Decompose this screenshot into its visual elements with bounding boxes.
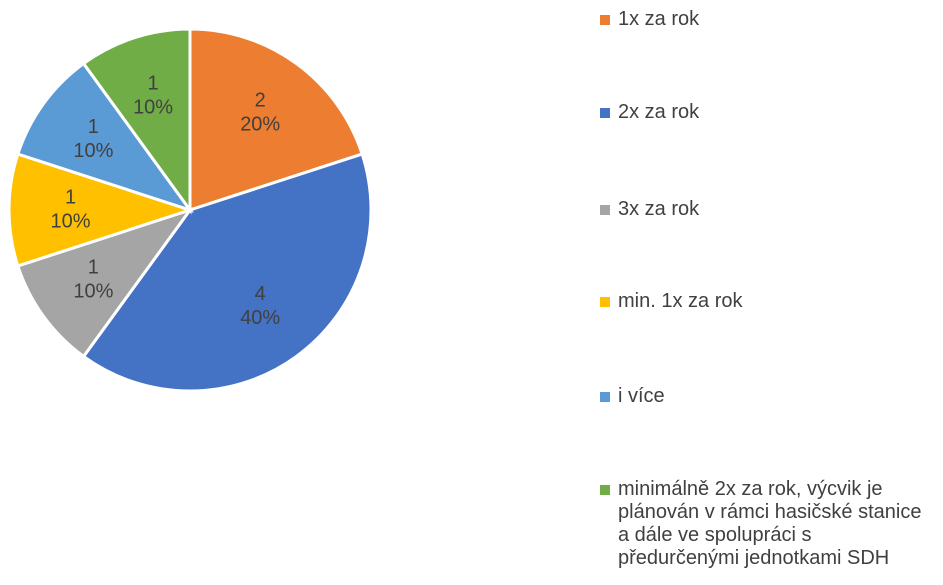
data-label: 1: [88, 116, 99, 138]
pie-slice: [15, 207, 194, 359]
percent-label: 10%: [73, 280, 113, 302]
legend-swatch: [600, 297, 610, 307]
legend-label: minimálně 2x za rok, výcvik je plánován …: [618, 478, 922, 569]
pie-slice: [15, 61, 194, 213]
percent-label: 10%: [73, 140, 113, 162]
data-label: 2: [255, 90, 266, 112]
percent-label: 20%: [240, 114, 280, 136]
legend-label: min. 1x za rok: [618, 290, 743, 312]
legend-swatch: [600, 205, 610, 215]
percent-label: 10%: [133, 97, 173, 119]
legend-label: 2x za rok: [618, 101, 700, 123]
pie-slice: [7, 152, 195, 268]
data-label: 1: [88, 256, 99, 278]
legend-entry: min. 1x za rok: [600, 290, 935, 313]
percent-label: 40%: [240, 307, 280, 329]
legend-swatch: [600, 392, 610, 402]
data-label: 4: [255, 283, 266, 305]
pie-slice: [188, 27, 365, 213]
pie-slice: [81, 152, 373, 393]
data-label: 1: [65, 186, 76, 208]
legend-entry: minimálně 2x za rok, výcvik je plánován …: [600, 478, 935, 570]
legend-swatch: [600, 15, 610, 25]
legend-entry: 3x za rok: [600, 198, 935, 221]
legend-label: 3x za rok: [618, 198, 700, 220]
legend-entry: 1x za rok: [600, 8, 935, 31]
legend-label: i více: [618, 385, 665, 407]
legend-entry: 2x za rok: [600, 101, 935, 124]
percent-label: 10%: [51, 210, 91, 232]
data-label: 1: [148, 73, 159, 95]
legend-swatch: [600, 108, 610, 118]
legend-entry: i více: [600, 385, 935, 408]
legend-swatch: [600, 485, 610, 495]
legend-label: 1x za rok: [618, 8, 700, 30]
pie-slice: [81, 27, 192, 215]
chart: 220%440%110%110%110%110%: [7, 27, 373, 393]
